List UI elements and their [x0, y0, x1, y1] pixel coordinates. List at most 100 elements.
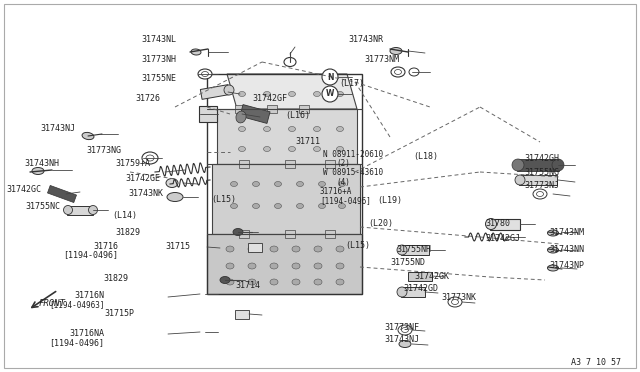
Text: [1194-0496]: [1194-0496]	[63, 250, 118, 259]
Ellipse shape	[319, 182, 326, 186]
Text: A3 7 10 57: A3 7 10 57	[571, 358, 621, 367]
Text: (L17): (L17)	[339, 79, 364, 88]
Ellipse shape	[226, 279, 234, 285]
Ellipse shape	[270, 263, 278, 269]
Ellipse shape	[337, 92, 344, 96]
Bar	[325, 230, 335, 238]
Ellipse shape	[391, 67, 405, 77]
Text: 31716+A: 31716+A	[320, 187, 353, 196]
Text: 31743NH: 31743NH	[24, 159, 60, 168]
Polygon shape	[217, 109, 357, 164]
Text: 31742GD: 31742GD	[403, 284, 438, 293]
Polygon shape	[227, 74, 357, 109]
Text: N: N	[327, 73, 333, 81]
Text: 31742GC: 31742GC	[6, 185, 42, 194]
Bar	[267, 105, 277, 113]
Ellipse shape	[292, 246, 300, 252]
Text: 31743NN: 31743NN	[549, 245, 584, 254]
Ellipse shape	[264, 126, 271, 131]
Text: N 08911-20610: N 08911-20610	[323, 150, 383, 159]
Text: 31780: 31780	[485, 219, 510, 228]
Text: 31773NH: 31773NH	[141, 55, 176, 64]
Ellipse shape	[319, 203, 326, 208]
Bar	[199, 106, 217, 122]
Ellipse shape	[264, 92, 271, 96]
Ellipse shape	[448, 297, 462, 307]
Ellipse shape	[314, 279, 322, 285]
Ellipse shape	[202, 71, 209, 77]
Ellipse shape	[512, 159, 524, 171]
Text: (L16): (L16)	[285, 111, 310, 120]
Ellipse shape	[270, 279, 278, 285]
Ellipse shape	[339, 182, 346, 186]
Ellipse shape	[451, 299, 458, 305]
Ellipse shape	[536, 192, 543, 196]
Ellipse shape	[191, 49, 201, 55]
Text: (L18): (L18)	[413, 152, 438, 161]
Text: (L20): (L20)	[368, 219, 393, 228]
Text: 31726: 31726	[135, 94, 160, 103]
Ellipse shape	[167, 192, 183, 202]
Polygon shape	[207, 234, 362, 294]
Text: 31743NJ: 31743NJ	[40, 124, 76, 133]
Ellipse shape	[32, 167, 44, 174]
Ellipse shape	[289, 126, 296, 131]
Ellipse shape	[230, 203, 237, 208]
Text: W 08915-43610: W 08915-43610	[323, 169, 383, 177]
Text: 31743NR: 31743NR	[349, 35, 384, 44]
Text: [1194-04963]: [1194-04963]	[49, 300, 104, 309]
Text: 31773NJ: 31773NJ	[525, 182, 560, 190]
Ellipse shape	[284, 58, 296, 67]
Ellipse shape	[533, 189, 547, 199]
Ellipse shape	[236, 111, 246, 123]
Text: 31716NA: 31716NA	[69, 329, 104, 338]
Text: (4): (4)	[336, 178, 350, 187]
Ellipse shape	[398, 325, 412, 335]
Ellipse shape	[230, 182, 237, 186]
Ellipse shape	[314, 147, 321, 151]
Text: 31759+A: 31759+A	[115, 159, 150, 168]
Bar	[285, 230, 295, 238]
Ellipse shape	[63, 205, 72, 215]
Ellipse shape	[399, 340, 411, 347]
Ellipse shape	[314, 263, 322, 269]
Ellipse shape	[275, 182, 282, 186]
Ellipse shape	[248, 279, 256, 285]
Ellipse shape	[275, 203, 282, 208]
Bar	[239, 160, 249, 168]
Ellipse shape	[224, 85, 234, 95]
Bar	[401, 245, 429, 255]
Ellipse shape	[239, 92, 246, 96]
Text: 31829: 31829	[103, 274, 128, 283]
Ellipse shape	[166, 179, 178, 187]
Ellipse shape	[552, 159, 564, 171]
Text: [1194-0496]: [1194-0496]	[320, 196, 371, 205]
Text: (L19): (L19)	[378, 196, 403, 205]
Ellipse shape	[253, 182, 259, 186]
Ellipse shape	[336, 279, 344, 285]
Ellipse shape	[88, 205, 97, 215]
Ellipse shape	[239, 126, 246, 131]
Ellipse shape	[289, 92, 296, 96]
Ellipse shape	[336, 263, 344, 269]
Ellipse shape	[296, 203, 303, 208]
Text: 31829: 31829	[116, 228, 141, 237]
Text: 31716N: 31716N	[74, 291, 104, 300]
Ellipse shape	[264, 147, 271, 151]
Text: (L15): (L15)	[211, 195, 236, 203]
Ellipse shape	[547, 265, 559, 271]
Ellipse shape	[515, 175, 525, 185]
Bar	[207, 74, 362, 294]
Text: 31773NM: 31773NM	[365, 55, 400, 64]
Text: 31755NE: 31755NE	[141, 74, 176, 83]
Text: 31716: 31716	[93, 242, 118, 251]
Bar	[200, 85, 230, 99]
Text: 31743NJ: 31743NJ	[384, 335, 419, 344]
Ellipse shape	[220, 276, 230, 283]
Text: (L14): (L14)	[112, 211, 137, 220]
Ellipse shape	[314, 246, 322, 252]
Bar	[47, 186, 77, 202]
Ellipse shape	[547, 230, 559, 236]
Bar	[519, 175, 557, 185]
Ellipse shape	[270, 246, 278, 252]
